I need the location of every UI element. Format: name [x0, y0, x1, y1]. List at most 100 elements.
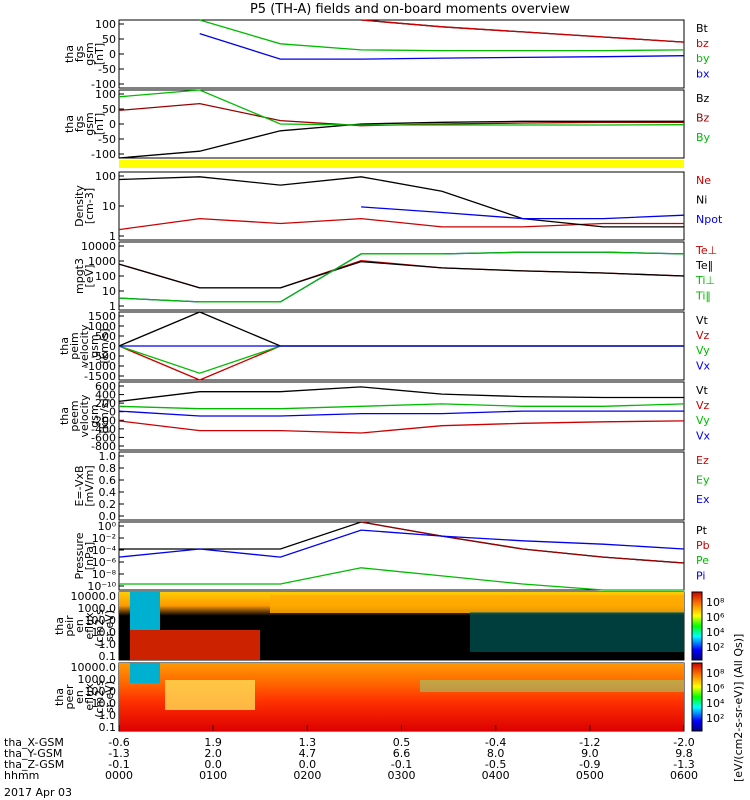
legend-entry: Ti‖ — [695, 289, 711, 302]
y-tick-label: 10000 — [81, 240, 116, 253]
series-fgs2-By — [118, 89, 685, 126]
series-temp-Ti⊥ — [118, 251, 685, 303]
x-row-label: tha_X-GSM — [4, 736, 64, 749]
y-tick-label: 10000.0 — [71, 590, 117, 603]
y-tick-label: -600 — [91, 431, 116, 444]
y-tick-label: 0.6 — [99, 474, 117, 487]
y-tick-label: 0 — [109, 406, 116, 419]
y-tick-label: 0.2 — [99, 498, 117, 511]
y-tick-label: 0.1 — [99, 650, 117, 663]
legend-entry: by — [696, 52, 710, 65]
legend-entry: Ni — [696, 193, 707, 206]
y-tick-label: -50 — [98, 133, 116, 146]
colorbar-tick: 10⁶ — [706, 682, 725, 695]
y-tick-label: 10⁻⁶ — [92, 556, 117, 569]
colorbar-top — [691, 591, 703, 661]
quality-flag-bar — [119, 160, 684, 168]
series-density-Ne — [118, 217, 684, 231]
series-fgs-bx — [199, 32, 685, 60]
y-tick-label: 1.0 — [99, 709, 117, 722]
y-tick-label: -1000 — [84, 360, 116, 373]
x-row-value: 0300 — [388, 769, 416, 782]
series-fgs-by — [199, 19, 685, 52]
legend-entry: Te⊥ — [695, 244, 717, 257]
y-tick-label: 0.0 — [99, 510, 117, 523]
y-axis-label: sr-eV) — [103, 681, 116, 713]
y-tick-label: -50 — [98, 63, 116, 76]
legend-entry: Bz — [696, 92, 710, 105]
x-row-value: 0100 — [199, 769, 227, 782]
legend-entry: Vx — [696, 429, 711, 442]
legend-entry: Pi — [696, 569, 705, 582]
y-tick-label: -500 — [91, 350, 116, 363]
legend-entry: Ez — [696, 454, 709, 467]
y-axis-label: en — [73, 690, 86, 704]
colorbar-tick: 10⁸ — [706, 596, 725, 609]
y-tick-label: 0.4 — [99, 486, 117, 499]
y-axis-label: velocity — [78, 324, 91, 367]
y-axis-label: peem — [68, 400, 81, 431]
x-row-value: 1.9 — [204, 736, 222, 749]
y-tick-label: 10.0 — [92, 697, 117, 710]
y-tick-label: 10⁻² — [92, 532, 116, 545]
y-axis-label: [eV] — [83, 265, 96, 288]
legend-entry: Vy — [696, 414, 710, 427]
y-axis-label: sr-eV) — [103, 610, 116, 642]
x-row-value: 0500 — [576, 769, 604, 782]
series-temp-Ti‖ — [118, 251, 685, 303]
y-tick-label: 10000.0 — [71, 661, 117, 674]
x-row-value: 0400 — [482, 769, 510, 782]
panel-frame-fgs — [118, 19, 685, 89]
date-label: 2017 Apr 03 — [4, 786, 72, 799]
colorbar-tick: 10⁴ — [706, 626, 725, 639]
y-axis-label: gsm — [83, 42, 96, 65]
x-row-value: -0.4 — [485, 736, 506, 749]
y-tick-label: 0.8 — [99, 462, 117, 475]
y-tick-label: -400 — [91, 423, 116, 436]
x-row-value: 8.0 — [487, 747, 505, 760]
y-tick-label: -100 — [91, 78, 116, 91]
legend-entry: Vx — [696, 359, 711, 372]
legend-entry: By — [696, 131, 711, 144]
legend-entry: Pe — [696, 554, 709, 567]
y-axis-label: eflux — [83, 683, 96, 711]
y-tick-label: 10⁻⁸ — [92, 568, 117, 581]
legend-entry: Ex — [696, 493, 710, 506]
y-tick-label: 10 — [102, 285, 116, 298]
x-axis-rows: tha_X-GSM -0.6 1.9 1.3 0.5 -0.4 -1.2 -2.0 tha_Y-… — [4, 725, 698, 782]
y-axis-label: tha — [63, 115, 76, 133]
x-row-value: 4.7 — [299, 747, 317, 760]
panel-frame-efield — [118, 451, 685, 521]
series-peim-Vy — [118, 345, 684, 374]
panels-group: 100500-50-100thafgsgsm[nT]Btbzbybx100500… — [53, 18, 723, 734]
y-tick-label: 0 — [109, 48, 116, 61]
x-row-label: tha_Y-GSM — [4, 747, 62, 760]
panel-frame-pressure — [118, 521, 685, 591]
legend-entry: bx — [696, 67, 710, 80]
y-tick-label: -1500 — [84, 370, 116, 383]
legend-entry: Vz — [696, 399, 710, 412]
y-tick-label: 1 — [109, 230, 116, 243]
y-axis-label: [cm-3] — [83, 188, 96, 224]
y-axis-label: [mV/m] — [83, 465, 96, 506]
series-peim-Vt — [118, 311, 684, 347]
y-axis-label: Density — [73, 185, 86, 227]
y-axis-label: peer — [63, 684, 76, 710]
x-row-value: -0.1 — [108, 758, 129, 771]
y-axis-label: [nPa] — [83, 542, 96, 570]
series-density-Ni — [118, 176, 684, 228]
legend-entry: Vy — [696, 344, 710, 357]
legend-entry: Pt — [696, 524, 708, 537]
y-tick-label: 100 — [95, 18, 116, 31]
colorbar-tick: 10⁴ — [706, 697, 725, 710]
colorbar-tick: 10² — [706, 712, 724, 725]
legend-entry: Ti⊥ — [695, 274, 715, 287]
y-tick-label: 10 — [102, 200, 116, 213]
series-peim-Vz — [118, 345, 684, 381]
y-tick-label: 10.0 — [92, 626, 117, 639]
panel-frame-peem — [118, 381, 685, 451]
x-row-value: -0.6 — [108, 736, 129, 749]
y-tick-label: 0 — [109, 118, 116, 131]
x-row-value: -2.0 — [673, 736, 694, 749]
